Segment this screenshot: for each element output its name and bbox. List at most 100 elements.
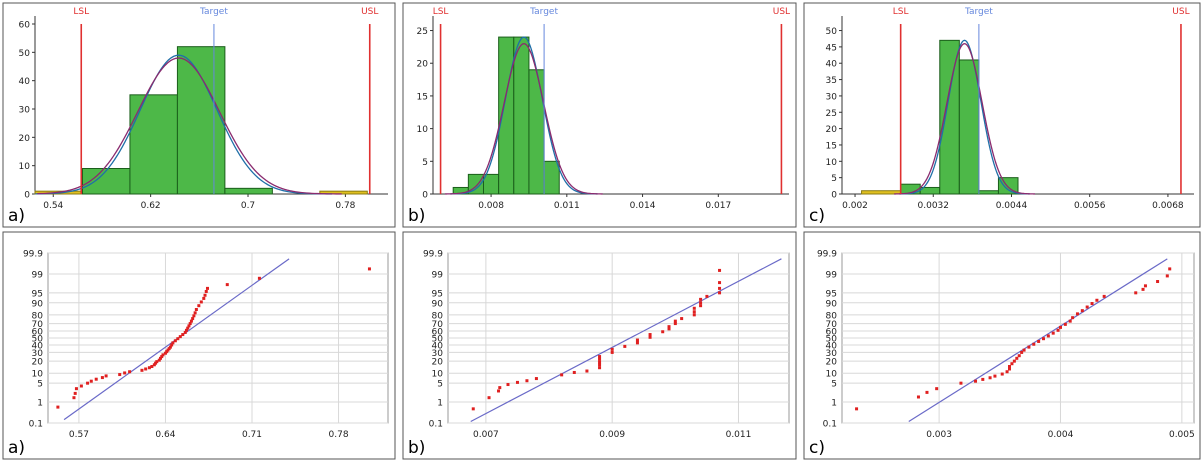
y-tick-label: 30	[826, 349, 838, 359]
data-point	[610, 350, 614, 354]
data-point	[855, 407, 859, 411]
y-tick-label: 25	[826, 109, 837, 119]
data-point	[718, 286, 722, 290]
data-point	[205, 286, 209, 290]
x-tick-label: 0.0044	[996, 201, 1028, 211]
y-tick-label: 0	[422, 191, 428, 201]
histogram-bar	[528, 69, 545, 195]
panel-frame	[2, 231, 396, 460]
data-point	[667, 327, 671, 331]
data-point	[623, 344, 627, 348]
data-point	[572, 370, 576, 374]
y-tick-label: 1	[831, 398, 837, 408]
normal-fit-curve	[894, 42, 1035, 195]
y-tick-label: 20	[19, 134, 31, 144]
y-tick-label: 99.9	[23, 250, 43, 260]
data-point	[515, 380, 519, 384]
data-point	[718, 281, 722, 285]
y-tick-label: 10	[417, 125, 429, 135]
data-point	[585, 369, 589, 373]
panel-frame	[803, 231, 1201, 460]
y-tick-label: 60	[19, 21, 31, 31]
y-tick-label: 90	[432, 299, 444, 309]
y-tick-label: 40	[826, 341, 838, 351]
data-point	[497, 389, 501, 393]
data-point	[56, 405, 60, 409]
data-point	[988, 376, 992, 380]
data-point	[147, 366, 151, 370]
y-tick-label: 50	[826, 27, 838, 37]
y-tick-label: 30	[32, 349, 44, 359]
y-tick-label: 20	[826, 358, 838, 368]
y-tick-label: 10	[32, 370, 44, 380]
y-tick-label: 15	[826, 141, 837, 151]
data-point	[699, 297, 703, 301]
data-point	[635, 338, 639, 342]
x-tick-label: 0.002	[842, 201, 868, 211]
lsl-label: LSL	[73, 7, 89, 17]
histogram-bar	[129, 94, 178, 195]
y-tick-label: 99.9	[817, 250, 837, 260]
data-point	[673, 322, 677, 326]
x-tick-label: 0.004	[1048, 430, 1074, 440]
x-tick-label: 0.78	[329, 430, 349, 440]
data-point	[72, 396, 76, 400]
y-tick-label: 20	[826, 125, 838, 135]
histogram-bar	[978, 190, 999, 195]
y-tick-label: 0	[831, 191, 837, 201]
data-point	[170, 343, 174, 347]
x-tick-label: 0.017	[705, 201, 731, 211]
data-point	[1027, 345, 1031, 349]
data-point	[680, 317, 684, 321]
data-point	[610, 347, 614, 351]
y-tick-label: 0	[24, 191, 30, 201]
data-point	[1063, 322, 1067, 326]
x-tick-label: 0.0056	[1074, 201, 1106, 211]
normal-fit-curve	[899, 39, 1030, 195]
data-point	[1068, 319, 1072, 323]
data-point	[1056, 328, 1060, 332]
data-point	[161, 353, 165, 357]
data-point	[1095, 298, 1099, 302]
y-tick-label: 50	[432, 335, 444, 345]
data-point	[692, 313, 696, 317]
lsl-label: LSL	[433, 7, 449, 17]
data-point	[367, 267, 371, 271]
y-tick-label: 30	[826, 92, 838, 102]
data-point	[718, 268, 722, 272]
y-tick-label: 40	[19, 77, 31, 87]
data-point	[178, 335, 182, 339]
data-point	[1017, 354, 1021, 358]
data-point	[257, 276, 261, 280]
data-point	[1071, 316, 1075, 320]
y-tick-label: 50	[32, 335, 44, 345]
y-tick-label: 60	[432, 328, 444, 338]
data-point	[506, 383, 510, 387]
y-tick-label: 60	[32, 328, 44, 338]
y-tick-label: 20	[32, 358, 44, 368]
y-tick-label: 0.1	[429, 420, 443, 430]
data-point	[191, 317, 195, 321]
x-tick-label: 0.011	[554, 201, 580, 211]
data-point	[184, 328, 188, 332]
data-point	[692, 306, 696, 310]
data-point	[165, 350, 169, 354]
data-point	[471, 407, 475, 411]
data-point	[1075, 312, 1079, 316]
data-point	[183, 330, 187, 334]
data-point	[718, 291, 722, 295]
data-point	[189, 319, 193, 323]
lsl-label: LSL	[893, 7, 909, 17]
data-point	[188, 322, 192, 326]
data-point	[199, 300, 203, 304]
data-point	[699, 301, 703, 305]
data-point	[1143, 284, 1147, 288]
panel-label: b)	[408, 438, 425, 458]
data-point	[1032, 342, 1036, 346]
normal-fit-curve	[450, 36, 598, 195]
x-tick-label: 0.0032	[918, 201, 950, 211]
data-point	[598, 355, 602, 359]
data-point	[560, 373, 564, 377]
x-tick-label: 0.008	[478, 201, 504, 211]
